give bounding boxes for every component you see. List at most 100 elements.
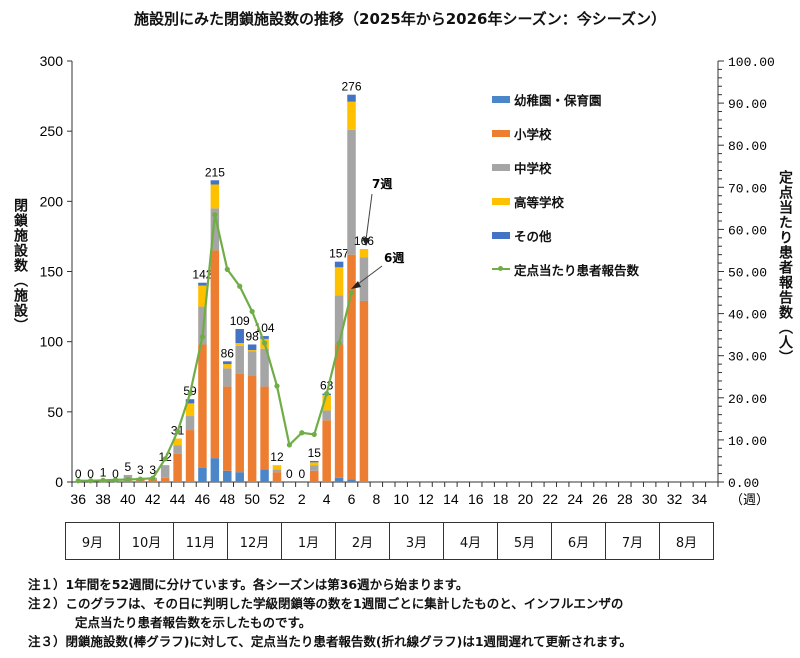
month-table: 9月 10月 11月 12月 1月 2月 3月 4月 5月 6月 7月 8月 bbox=[65, 522, 714, 560]
svg-text:10.00: 10.00 bbox=[728, 434, 767, 449]
bar-segment bbox=[210, 208, 220, 251]
svg-text:250: 250 bbox=[40, 123, 64, 139]
svg-text:3: 3 bbox=[149, 463, 156, 477]
svg-text:46: 46 bbox=[195, 491, 211, 507]
svg-text:7週: 7週 bbox=[372, 176, 392, 191]
bar-segment bbox=[260, 469, 269, 482]
bar-segment bbox=[235, 345, 244, 374]
svg-text:36: 36 bbox=[70, 491, 86, 507]
bar-segment bbox=[173, 438, 182, 446]
bar-segment bbox=[310, 462, 319, 466]
bar-segment bbox=[359, 249, 369, 258]
bar-segment bbox=[210, 250, 220, 459]
bar-segment bbox=[347, 94, 356, 102]
svg-text:5: 5 bbox=[125, 460, 132, 474]
bar-segment bbox=[272, 465, 282, 470]
svg-text:100: 100 bbox=[40, 334, 64, 350]
legend-item-elementary: 小学校 bbox=[492, 116, 639, 150]
bar-segment bbox=[272, 469, 282, 473]
legend-line-icon bbox=[492, 266, 510, 271]
legend-item-other: その他 bbox=[492, 218, 639, 252]
svg-text:34: 34 bbox=[692, 491, 708, 507]
bar-segment bbox=[334, 295, 344, 345]
svg-text:30.00: 30.00 bbox=[728, 350, 767, 365]
svg-text:150: 150 bbox=[40, 264, 64, 280]
bar-segment bbox=[235, 329, 244, 344]
bar-segment bbox=[198, 306, 207, 345]
bar-segment bbox=[334, 344, 344, 478]
month-cell: 12月 bbox=[228, 523, 282, 559]
bar-segment bbox=[247, 375, 257, 482]
bar-segment bbox=[185, 403, 195, 417]
bar-segment bbox=[185, 430, 195, 482]
svg-text:50.00: 50.00 bbox=[728, 266, 767, 281]
legend-swatch bbox=[492, 197, 510, 205]
svg-text:8: 8 bbox=[372, 491, 380, 507]
svg-text:0.00: 0.00 bbox=[728, 476, 759, 491]
svg-text:300: 300 bbox=[40, 53, 64, 69]
svg-text:12: 12 bbox=[418, 491, 434, 507]
note-2-cont: 定点当たり患者報告数を示したものです。 bbox=[75, 615, 312, 630]
bar-segment bbox=[198, 467, 207, 482]
bar-segment bbox=[160, 477, 170, 482]
legend-item-patients-line: 定点当たり患者報告数 bbox=[492, 252, 639, 286]
bar-segment bbox=[185, 416, 195, 431]
svg-text:3: 3 bbox=[137, 463, 144, 477]
svg-text:4: 4 bbox=[323, 491, 331, 507]
svg-text:20.00: 20.00 bbox=[728, 392, 767, 407]
bar-segment bbox=[235, 472, 244, 482]
month-cell: 8月 bbox=[675, 535, 698, 551]
bar-segment bbox=[223, 386, 232, 471]
legend: 幼稚園・保育園 小学校 中学校 高等学校 その他 定点当たり患者報告数 bbox=[492, 82, 639, 286]
svg-text:2: 2 bbox=[298, 491, 306, 507]
svg-text:70.00: 70.00 bbox=[728, 181, 767, 196]
bar-segment bbox=[198, 344, 207, 468]
month-cell: 7月 bbox=[606, 523, 660, 559]
svg-text:12: 12 bbox=[270, 450, 284, 464]
legend-item-junior-high: 中学校 bbox=[492, 150, 639, 184]
bar-segment bbox=[235, 373, 244, 473]
bar-segment bbox=[185, 399, 195, 404]
svg-text:14: 14 bbox=[443, 491, 459, 507]
bar-segment bbox=[272, 472, 282, 482]
bar-segment bbox=[235, 343, 244, 346]
svg-text:42: 42 bbox=[145, 491, 161, 507]
svg-text:32: 32 bbox=[667, 491, 683, 507]
bar-segment bbox=[310, 465, 319, 471]
legend-item-kindergarten: 幼稚園・保育園 bbox=[492, 82, 639, 116]
footnotes: 注１）1年間を52週間に分けています。各シーズンは第36週から始まります。 注２… bbox=[28, 575, 632, 651]
svg-text:276: 276 bbox=[342, 80, 362, 94]
month-cell: 10月 bbox=[120, 523, 174, 559]
bar-segment bbox=[210, 184, 220, 209]
month-cell: 6月 bbox=[552, 523, 606, 559]
svg-text:30: 30 bbox=[642, 491, 658, 507]
svg-text:0: 0 bbox=[75, 467, 82, 481]
bar-segment bbox=[322, 394, 331, 411]
bar-segment bbox=[210, 180, 220, 185]
month-cell: 3月 bbox=[390, 523, 444, 559]
bar-segment bbox=[260, 348, 269, 387]
svg-text:60.00: 60.00 bbox=[728, 223, 767, 238]
svg-text:（週）: （週） bbox=[730, 493, 769, 508]
chart-canvas: 0501001502002503000.0010.0020.0030.0040.… bbox=[40, 53, 775, 508]
svg-text:50: 50 bbox=[244, 491, 260, 507]
bar-segment bbox=[347, 129, 356, 255]
svg-text:86: 86 bbox=[221, 346, 235, 360]
bar-segment bbox=[223, 470, 232, 482]
bar-segment bbox=[247, 350, 257, 352]
month-cell: 11月 bbox=[174, 523, 228, 559]
month-cell: 1月 bbox=[282, 523, 336, 559]
bar-segment bbox=[334, 267, 344, 296]
svg-text:0: 0 bbox=[298, 467, 305, 481]
svg-text:16: 16 bbox=[468, 491, 484, 507]
legend-item-high-school: 高等学校 bbox=[492, 184, 639, 218]
bar-segment bbox=[260, 386, 269, 470]
bar-segment bbox=[198, 285, 207, 307]
legend-swatch bbox=[492, 129, 510, 137]
svg-text:48: 48 bbox=[219, 491, 235, 507]
svg-text:6週: 6週 bbox=[384, 250, 404, 265]
svg-text:215: 215 bbox=[205, 165, 225, 179]
svg-text:52: 52 bbox=[269, 491, 285, 507]
svg-text:0: 0 bbox=[55, 474, 63, 490]
bar-segment bbox=[247, 351, 257, 376]
